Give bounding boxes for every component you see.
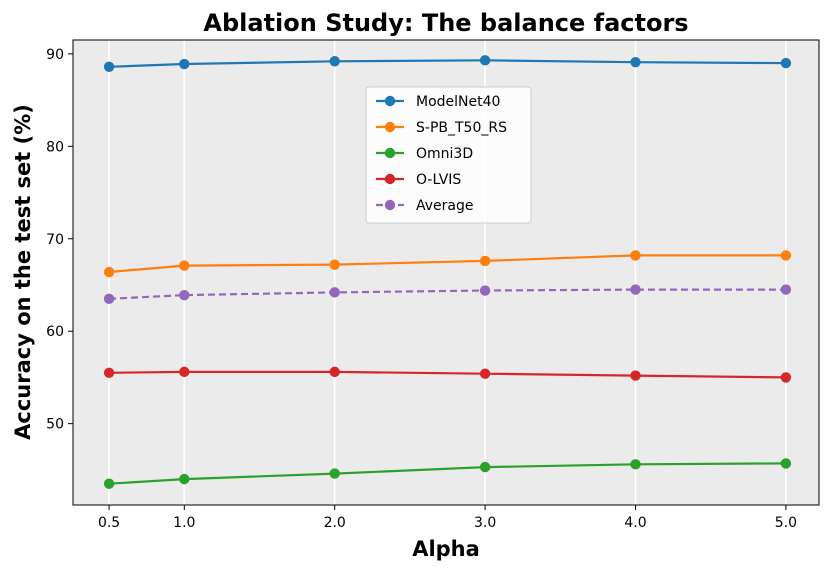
series-group xyxy=(103,55,792,489)
x-tick-label: 1.0 xyxy=(173,515,195,531)
legend-marker-average xyxy=(384,199,396,211)
data-point-s-pb-t50-rs xyxy=(329,259,340,270)
x-tick-label: 5.0 xyxy=(775,515,797,531)
data-point-omni3d xyxy=(630,459,641,470)
data-point-omni3d xyxy=(329,468,340,479)
y-tick-label: 80 xyxy=(46,139,64,155)
series-line-average xyxy=(109,288,786,300)
legend-label-omni3d: Omni3D xyxy=(416,146,473,162)
data-point-average xyxy=(103,293,115,305)
series-line-omni3d xyxy=(109,462,786,485)
data-point-s-pb-t50-rs xyxy=(630,250,641,261)
legend-label-modelnet40: ModelNet40 xyxy=(416,94,500,110)
series-line-s-pb-t50-rs xyxy=(109,254,786,274)
x-tick-label: 3.0 xyxy=(474,515,496,531)
series-line-modelnet40 xyxy=(109,59,786,68)
data-point-modelnet40 xyxy=(103,61,115,73)
data-point-modelnet40 xyxy=(329,56,340,67)
data-point-o-lvis xyxy=(780,372,792,383)
y-tick-label: 60 xyxy=(46,324,64,340)
y-axis-label: Accuracy on the test set (%) xyxy=(11,104,35,440)
chart-title: Ablation Study: The balance factors xyxy=(203,9,688,37)
data-point-average xyxy=(179,289,190,301)
data-point-s-pb-t50-rs xyxy=(780,250,792,261)
data-point-s-pb-t50-rs xyxy=(103,266,115,278)
data-point-modelnet40 xyxy=(780,57,792,69)
data-point-o-lvis xyxy=(103,367,115,379)
legend-label-s-pb-t50-rs: S-PB_T50_RS xyxy=(416,120,507,136)
data-point-s-pb-t50-rs xyxy=(179,260,190,271)
data-point-s-pb-t50-rs xyxy=(479,255,491,267)
legend-marker-modelnet40 xyxy=(384,95,396,107)
data-point-omni3d xyxy=(179,473,190,485)
legend: ModelNet40 S-PB_T50_RS Omni3D O-LVIS Average xyxy=(365,86,532,224)
y-tick-label: 50 xyxy=(46,417,64,433)
x-tick-label: 4.0 xyxy=(624,515,646,531)
data-point-omni3d xyxy=(780,458,792,469)
data-point-modelnet40 xyxy=(179,58,190,70)
data-point-average xyxy=(329,287,340,298)
data-point-o-lvis xyxy=(630,370,641,381)
data-point-modelnet40 xyxy=(630,56,641,68)
data-point-average xyxy=(780,284,792,295)
legend-marker-s-pb-t50-rs xyxy=(384,121,396,133)
x-tick-label: 2.0 xyxy=(324,515,346,531)
data-point-omni3d xyxy=(479,461,491,473)
legend-label-average: Average xyxy=(416,198,474,214)
legend-label-o-lvis: O-LVIS xyxy=(416,172,461,188)
data-point-omni3d xyxy=(103,478,115,489)
data-point-modelnet40 xyxy=(479,55,491,66)
x-ticks: 0.5 1.0 2.0 3.0 4.0 5.0 xyxy=(98,505,797,531)
legend-box xyxy=(365,86,532,224)
plot-frame xyxy=(72,39,820,506)
data-point-o-lvis xyxy=(179,366,190,378)
series-line-o-lvis xyxy=(109,370,786,379)
y-tick-label: 90 xyxy=(46,47,64,63)
legend-marker-omni3d xyxy=(384,147,396,159)
y-tick-label: 70 xyxy=(46,232,64,248)
data-point-average xyxy=(479,285,491,296)
data-point-o-lvis xyxy=(329,366,340,378)
data-point-average xyxy=(630,284,641,295)
x-axis-label: Alpha xyxy=(412,537,480,561)
y-ticks: 50 60 70 80 90 xyxy=(46,47,73,433)
x-tick-label: 0.5 xyxy=(98,515,120,531)
legend-marker-o-lvis xyxy=(384,173,396,185)
data-point-o-lvis xyxy=(479,368,491,379)
